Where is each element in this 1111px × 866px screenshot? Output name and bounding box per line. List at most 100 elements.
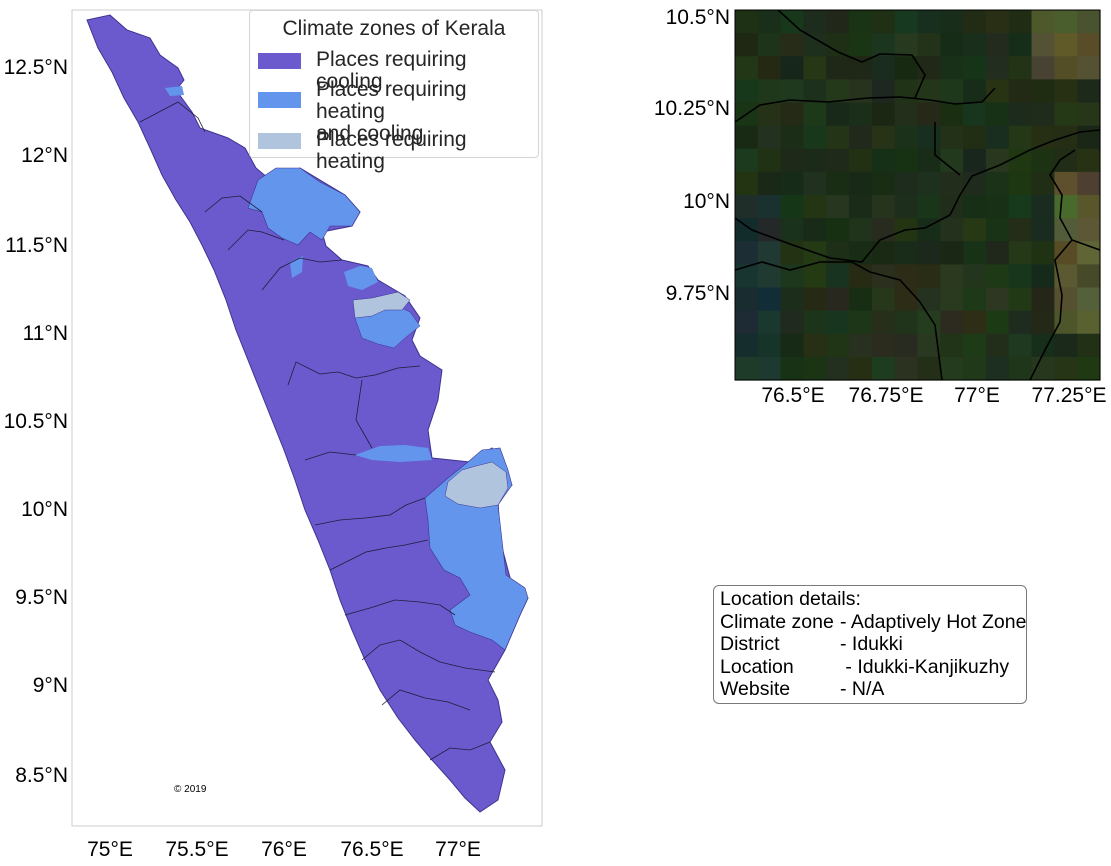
imagery-tile	[963, 148, 987, 173]
imagery-tile	[917, 333, 941, 358]
imagery-tile	[757, 79, 782, 104]
imagery-tile	[1008, 79, 1033, 104]
imagery-tile	[894, 287, 919, 312]
detail-key: District	[720, 633, 780, 655]
legend-label-heating: Places requiring heating	[316, 128, 467, 173]
latitude-tick-label: 10.25°N	[654, 97, 730, 120]
detail-value: - N/A	[840, 678, 885, 700]
imagery-tile	[1077, 10, 1101, 34]
imagery-tile	[757, 102, 782, 127]
imagery-tile	[917, 195, 941, 219]
imagery-tile	[985, 148, 1010, 173]
imagery-tile	[917, 148, 941, 173]
imagery-tile	[735, 218, 759, 242]
inset-map-latitude-ticks: 10.5°N 10.25°N 10°N 9.75°N	[654, 6, 730, 305]
imagery-tile	[985, 333, 1010, 358]
imagery-tile	[780, 56, 805, 80]
imagery-tile	[735, 33, 759, 57]
imagery-tile	[940, 356, 964, 381]
imagery-tile	[780, 310, 805, 335]
imagery-tile	[780, 218, 805, 242]
imagery-tile	[757, 333, 782, 358]
imagery-tile	[940, 218, 964, 242]
imagery-tile	[780, 195, 805, 219]
longitude-tick-label: 75°E	[87, 838, 133, 861]
imagery-tile	[940, 310, 964, 335]
imagery-tile	[985, 56, 1010, 80]
imagery-tile	[871, 310, 896, 335]
legend-title: Climate zones of Kerala	[282, 17, 506, 40]
imagery-tile	[1008, 218, 1033, 242]
imagery-tile	[1008, 264, 1033, 289]
imagery-tile	[1077, 287, 1101, 312]
inset-satellite-imagery	[735, 10, 1101, 381]
imagery-tile	[803, 333, 827, 358]
imagery-tile	[1054, 56, 1078, 80]
latitude-tick-label: 10.5°N	[4, 410, 68, 433]
imagery-tile	[1077, 264, 1101, 289]
longitude-tick-label: 76.75°E	[849, 384, 924, 407]
imagery-tile	[1008, 56, 1033, 80]
imagery-tile	[757, 10, 782, 34]
latitude-tick-label: 8.5°N	[15, 764, 68, 787]
imagery-tile	[803, 102, 827, 127]
imagery-tile	[1077, 310, 1101, 335]
imagery-tile	[826, 287, 850, 312]
latitude-tick-label: 12°N	[21, 144, 68, 167]
imagery-tile	[1008, 125, 1033, 150]
imagery-tile	[1077, 125, 1101, 150]
imagery-tile	[940, 241, 964, 265]
imagery-tile	[985, 310, 1010, 335]
imagery-tile	[917, 56, 941, 80]
imagery-tile	[1031, 10, 1055, 34]
imagery-tile	[826, 102, 850, 127]
imagery-tile	[894, 10, 919, 34]
imagery-tile	[1008, 310, 1033, 335]
climate-zone-legend: Climate zones of Kerala Places requiring…	[249, 10, 539, 173]
imagery-tile	[1008, 333, 1033, 358]
imagery-tile	[1031, 79, 1055, 104]
imagery-tile	[757, 148, 782, 173]
imagery-tile	[963, 218, 987, 242]
imagery-tile	[963, 79, 987, 104]
imagery-tile	[1031, 125, 1055, 150]
imagery-tile	[1054, 333, 1078, 358]
legend-label-cooling: Places requiring cooling	[316, 48, 467, 93]
imagery-tile	[826, 310, 850, 335]
imagery-tile	[871, 125, 896, 150]
imagery-tile	[940, 148, 964, 173]
heating-cooling-region-north-spot	[165, 86, 184, 96]
imagery-tile	[849, 79, 873, 104]
imagery-tile	[849, 102, 873, 127]
imagery-tile	[780, 102, 805, 127]
imagery-tile	[757, 310, 782, 335]
imagery-tile	[917, 33, 941, 57]
imagery-tile	[803, 79, 827, 104]
latitude-tick-label: 10°N	[21, 498, 68, 521]
imagery-tile	[780, 333, 805, 358]
imagery-tile	[849, 241, 873, 265]
imagery-tile	[963, 56, 987, 80]
imagery-tile	[803, 356, 827, 381]
imagery-tile	[1054, 195, 1078, 219]
longitude-tick-label: 77.25°E	[1032, 384, 1107, 407]
imagery-tile	[757, 125, 782, 150]
imagery-tile	[1054, 148, 1078, 173]
imagery-tile	[803, 148, 827, 173]
imagery-tile	[1077, 79, 1101, 104]
imagery-tile	[985, 10, 1010, 34]
imagery-tile	[940, 264, 964, 289]
imagery-tile	[803, 33, 827, 57]
imagery-tile	[963, 356, 987, 381]
latitude-tick-label: 11°N	[23, 322, 68, 345]
heating-region-palakkad-hills	[352, 291, 411, 319]
imagery-tile	[849, 56, 873, 80]
latitude-tick-label: 9.75°N	[666, 282, 730, 305]
imagery-tile	[1077, 241, 1101, 265]
imagery-tile	[735, 148, 759, 173]
imagery-tile	[826, 33, 850, 57]
imagery-tile	[826, 171, 850, 196]
imagery-tile	[1077, 195, 1101, 219]
imagery-tile	[780, 171, 805, 196]
